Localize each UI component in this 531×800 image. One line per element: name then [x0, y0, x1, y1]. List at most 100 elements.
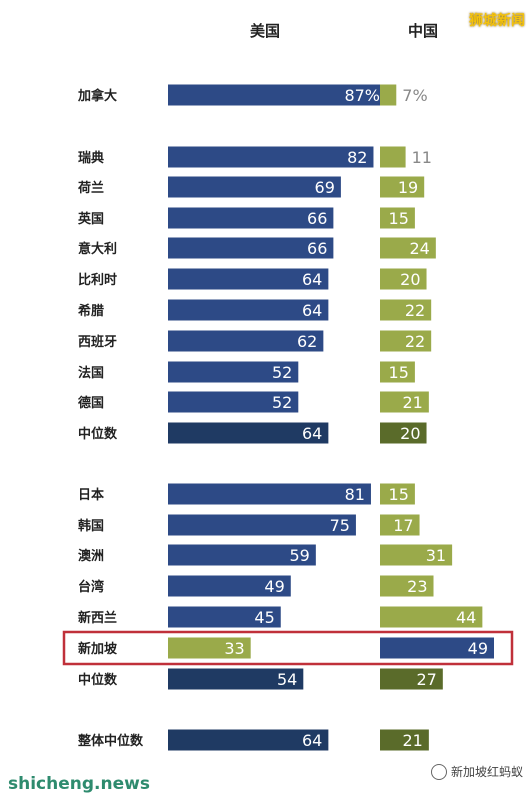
bar-china — [380, 606, 483, 628]
bar-usa — [168, 575, 291, 597]
value-label-china: 44 — [456, 608, 476, 627]
category-label: 意大利 — [78, 241, 117, 257]
category-label: 新西兰 — [78, 610, 117, 626]
bar-usa — [168, 268, 329, 290]
category-label: 比利时 — [78, 272, 117, 288]
bar-china — [380, 237, 436, 259]
value-label-usa: 62 — [297, 332, 317, 351]
bar-china — [380, 84, 397, 106]
value-label-china: 22 — [405, 332, 425, 351]
bar-usa — [168, 483, 371, 505]
bar-china — [380, 330, 432, 352]
value-label-china: 15 — [389, 485, 409, 504]
category-label: 新加坡 — [78, 641, 118, 657]
bar-usa — [168, 146, 374, 168]
bar-china — [380, 514, 420, 536]
value-label-china: 27 — [416, 670, 436, 689]
category-label: 整体中位数 — [77, 733, 144, 749]
value-label-usa: 45 — [254, 608, 274, 627]
watermark-bottom-left: shicheng.news — [8, 774, 150, 794]
category-label: 中位数 — [78, 426, 118, 442]
value-label-china: 15 — [389, 363, 409, 382]
value-label-usa: 82 — [347, 148, 367, 167]
bar-usa — [168, 391, 299, 413]
bar-usa — [168, 606, 281, 628]
bar-usa — [168, 544, 316, 566]
value-label-usa: 81 — [345, 485, 365, 504]
category-label: 加拿大 — [77, 88, 117, 104]
value-label-china: 22 — [405, 301, 425, 320]
watermark-bottom-right-text: 新加坡红蚂蚁 — [450, 765, 523, 779]
value-label-usa: 64 — [302, 424, 322, 443]
bar-usa — [168, 207, 334, 229]
value-label-china: 23 — [407, 577, 427, 596]
value-label-china: 20 — [400, 270, 420, 289]
bar-usa — [168, 237, 334, 259]
category-label: 荷兰 — [77, 180, 104, 196]
bar-china — [380, 668, 443, 690]
value-label-china: 20 — [400, 424, 420, 443]
category-label: 澳洲 — [78, 548, 104, 564]
category-label: 日本 — [78, 487, 104, 503]
bar-china — [380, 637, 494, 659]
category-label: 西班牙 — [78, 334, 117, 350]
bar-china — [380, 422, 427, 444]
value-label-china: 7% — [402, 86, 427, 105]
bar-usa — [168, 361, 299, 383]
value-label-usa: 52 — [272, 393, 292, 412]
series-header-china: 中国 — [408, 22, 438, 40]
series-header-usa: 美国 — [250, 22, 280, 40]
bar-china — [380, 207, 415, 229]
value-label-china: 21 — [402, 393, 422, 412]
category-label: 瑞典 — [78, 150, 104, 166]
value-label-china: 21 — [402, 731, 422, 750]
bar-china — [380, 176, 425, 198]
bar-china — [380, 268, 427, 290]
category-label: 韩国 — [78, 518, 104, 534]
bar-usa — [168, 176, 341, 198]
bar-china — [380, 544, 453, 566]
bar-usa — [168, 84, 386, 106]
bar-china — [380, 483, 415, 505]
value-label-china: 15 — [389, 209, 409, 228]
category-label: 英国 — [77, 211, 104, 227]
value-label-usa: 64 — [302, 731, 322, 750]
bar-usa — [168, 637, 251, 659]
value-label-china: 24 — [409, 239, 429, 258]
value-label-china: 31 — [426, 546, 446, 565]
bar-china — [380, 391, 429, 413]
wechat-icon — [430, 763, 447, 780]
bar-usa — [168, 422, 329, 444]
value-label-usa: 66 — [307, 239, 327, 258]
value-label-usa: 87% — [344, 86, 380, 105]
value-label-usa: 64 — [302, 270, 322, 289]
value-label-usa: 52 — [272, 363, 292, 382]
watermark-top-right: 狮城新闻 — [469, 13, 525, 29]
bar-usa — [168, 299, 329, 321]
bar-china — [380, 729, 429, 751]
bar-china — [380, 299, 432, 321]
value-label-usa: 64 — [302, 301, 322, 320]
bar-usa — [168, 514, 356, 536]
value-label-usa: 69 — [315, 178, 335, 197]
category-label: 法国 — [78, 365, 104, 381]
category-label: 台湾 — [78, 579, 104, 595]
value-label-usa: 33 — [224, 639, 244, 658]
value-label-china: 11 — [412, 148, 432, 167]
bar-usa — [168, 668, 304, 690]
value-label-usa: 75 — [330, 516, 350, 535]
value-label-china: 17 — [393, 516, 413, 535]
category-label: 中位数 — [78, 672, 118, 688]
bar-usa — [168, 729, 329, 751]
value-label-china: 49 — [468, 639, 488, 658]
bar-china — [380, 361, 415, 383]
bar-china — [380, 575, 434, 597]
category-label: 希腊 — [78, 303, 104, 319]
value-label-usa: 49 — [264, 577, 284, 596]
value-label-usa: 66 — [307, 209, 327, 228]
bar-china — [380, 146, 406, 168]
bar-usa — [168, 330, 324, 352]
value-label-china: 19 — [398, 178, 418, 197]
value-label-usa: 54 — [277, 670, 297, 689]
